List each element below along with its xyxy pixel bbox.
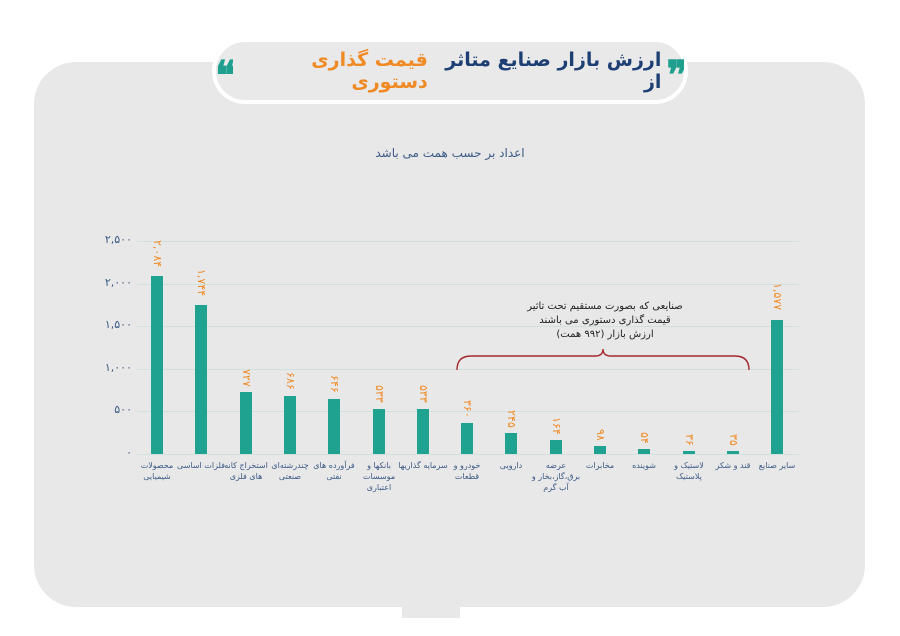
annotation-line-2: قیمت گذاری دستوری می باشند: [539, 315, 671, 326]
y-tick-label: ۲,۵۰۰: [104, 233, 132, 246]
bar-value-label: ۵۳۳: [373, 385, 386, 403]
bar: [195, 305, 207, 454]
bar-value-label: ۳۶: [683, 434, 696, 446]
bar: [550, 440, 562, 454]
bar-value-label: ۱,۵۷۷: [771, 283, 784, 311]
chart-subtitle: اعداد بر حسب همت می باشد: [375, 146, 525, 160]
bar-value-label: ۷۲۷: [240, 369, 253, 387]
gridline: [137, 411, 799, 412]
title-dark-part: ارزش بازار صنایع متاثر از: [445, 49, 662, 93]
bar: [284, 396, 296, 454]
annotation-line-3: ارزش بازار (۹۹۲ همت): [556, 329, 654, 340]
bar: [373, 409, 385, 454]
bar-value-label: ۱۶۴: [550, 417, 563, 435]
category-label: چندرشته‌ای صنعتی: [271, 461, 309, 481]
bar-value-label: ۲,۰۸۴: [151, 240, 164, 268]
bar-value-label: ۵۴: [638, 432, 651, 444]
bar: [771, 320, 783, 454]
category-label: فلزات اساسی: [177, 461, 225, 470]
bar-value-label: ۶۴۶: [328, 375, 341, 393]
category-label: شوینده: [632, 461, 656, 470]
bar: [328, 399, 340, 454]
category-label: سایر صنایع: [758, 461, 796, 470]
bar-value-label: ۹۸: [594, 429, 607, 441]
bar: [594, 446, 606, 454]
bar: [505, 433, 517, 454]
bar-value-label: ۳۵: [727, 434, 740, 446]
gridline: [137, 369, 799, 370]
bar-value-label: ۳۶۰: [461, 400, 474, 418]
bar: [417, 409, 429, 454]
y-tick-label: ۲,۰۰۰: [104, 276, 132, 289]
bar: [151, 276, 163, 454]
annotation-line-1: صنایعی که بصورت مستقیم تحت تاثیر: [527, 301, 683, 312]
category-label: سرمایه گذاریها: [398, 461, 448, 470]
quote-close-icon: ❝: [216, 56, 233, 86]
bar: [461, 423, 473, 454]
category-label: خودرو و قطعات: [453, 461, 481, 481]
category-label: عرضه برق،گاز،بخار و آب گرم: [531, 461, 581, 492]
category-label: دارویی: [499, 461, 523, 470]
footer-tab: [402, 600, 460, 618]
y-tick-label: ۱,۵۰۰: [104, 318, 132, 331]
title-banner: ❞ ارزش بازار صنایع متاثر از قیمت گذاری د…: [212, 38, 688, 104]
category-label: استخراج کانه های فلزی: [224, 461, 268, 481]
gridline: [137, 241, 799, 242]
bar: [638, 449, 650, 454]
category-label: محصولات شیمیایی: [140, 461, 174, 481]
quote-open-icon: ❞: [667, 56, 684, 86]
bar-value-label: ۶۸۶: [284, 372, 297, 390]
curly-bracket-icon: [456, 348, 750, 371]
chart-panel: [34, 62, 865, 607]
bar-value-label: ۱,۷۴۴: [195, 269, 208, 297]
category-label: بانکها و موسسات اعتباری: [362, 461, 396, 492]
bar: [727, 451, 739, 454]
y-tick-label: ۵۰۰: [114, 403, 132, 416]
category-label: فرآورده های نفتی: [313, 461, 355, 481]
y-tick-label: ۰: [126, 446, 132, 459]
gridline: [137, 326, 799, 327]
y-tick-label: ۱,۰۰۰: [104, 361, 132, 374]
gridline: [137, 454, 799, 455]
category-label: مخابرات: [585, 461, 615, 470]
category-label: لاستیک و پلاستیک: [674, 461, 704, 481]
category-label: قند و شکر: [715, 461, 751, 470]
bar-value-label: ۲۴۵: [505, 410, 518, 428]
bracket-annotation: صنایعی که بصورت مستقیم تحت تاثیر قیمت گذ…: [470, 300, 740, 342]
bar: [240, 392, 252, 454]
title-orange-part: قیمت گذاری دستوری: [311, 49, 428, 93]
bar-value-label: ۵۳۳: [417, 385, 430, 403]
gridline: [137, 284, 799, 285]
bar: [683, 451, 695, 454]
